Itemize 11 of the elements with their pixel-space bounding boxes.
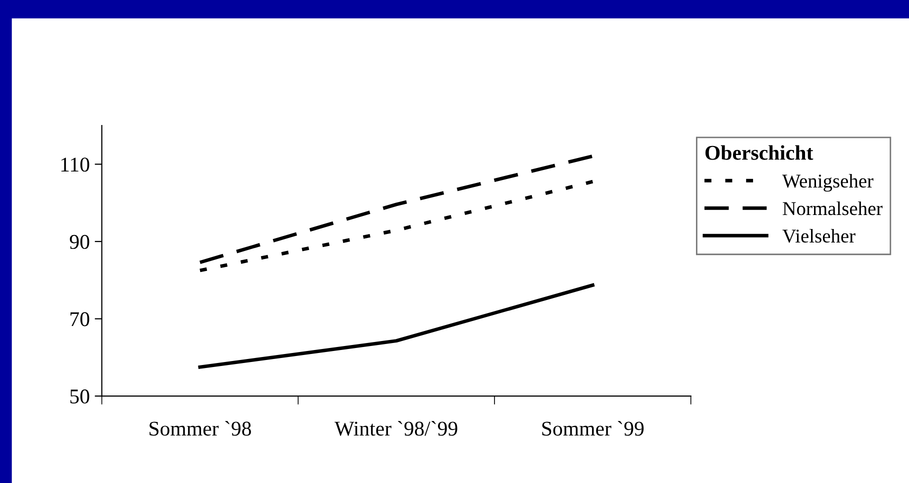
legend-title: Oberschicht: [705, 145, 814, 160]
x-tick-label: Winter `98/`99: [334, 421, 458, 436]
y-tick-label: 90: [70, 234, 90, 249]
legend-label: Wenigseher: [782, 174, 874, 192]
legend-label: Vielseher: [782, 228, 856, 243]
x-tick-label: Sommer `99: [542, 421, 644, 436]
y-tick-label: 50: [70, 389, 90, 404]
legend-label: Normalseher: [782, 201, 882, 216]
x-tick-label: Sommer `98: [150, 421, 251, 436]
y-tick-label: 110: [61, 158, 90, 172]
y-tick-label: 70: [70, 312, 90, 326]
